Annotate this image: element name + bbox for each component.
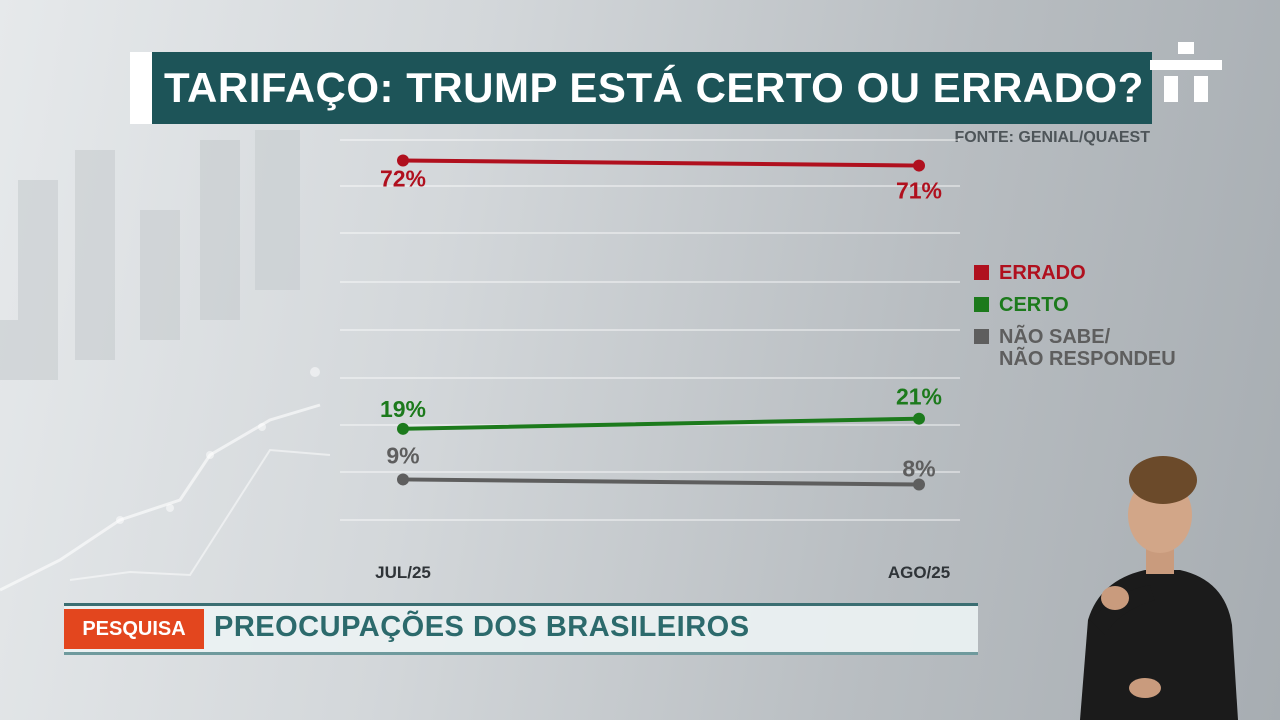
- title-background: [152, 52, 1152, 124]
- series-line-0: [401, 158, 921, 168]
- title-bar: TARIFAÇO: TRUMP ESTÁ CERTO OU ERRADO?: [130, 52, 1152, 124]
- series-line-2: [401, 477, 921, 487]
- lower-third: PESQUISA PREOCUPAÇÕES DOS BRASILEIROS: [64, 599, 978, 659]
- channel-logo-icon: [1150, 42, 1222, 102]
- chart-title: TARIFAÇO: TRUMP ESTÁ CERTO OU ERRADO?: [164, 64, 1144, 111]
- legend-swatch: [974, 329, 989, 344]
- data-label: 72%: [380, 166, 426, 192]
- title-accent: [130, 52, 152, 124]
- data-label: 71%: [896, 178, 942, 204]
- legend-label: ERRADO: [999, 262, 1086, 284]
- x-tick-label: AGO/25: [888, 563, 950, 582]
- legend-label: NÃO SABE/ NÃO RESPONDEU: [999, 326, 1176, 370]
- data-point: [913, 412, 925, 425]
- legend-item: CERTO: [974, 294, 1176, 316]
- data-point: [397, 473, 409, 486]
- legend-item: ERRADO: [974, 262, 1176, 284]
- section-tag: PESQUISA: [64, 609, 204, 649]
- legend-label: CERTO: [999, 294, 1069, 316]
- series-line-1: [401, 416, 921, 431]
- data-label: 9%: [386, 442, 419, 468]
- data-point: [397, 422, 409, 435]
- legend-swatch: [974, 297, 989, 312]
- data-label: 19%: [380, 396, 426, 422]
- source-label: FONTE: GENIAL/QUAEST: [954, 129, 1150, 146]
- legend-swatch: [974, 265, 989, 280]
- chart-legend: ERRADO CERTO NÃO SABE/ NÃO RESPONDEU: [974, 262, 1176, 380]
- data-label: 8%: [902, 456, 935, 482]
- data-point: [913, 478, 925, 491]
- data-label: 21%: [896, 384, 942, 410]
- lower-third-headline: PREOCUPAÇÕES DOS BRASILEIROS: [214, 611, 750, 643]
- data-point: [397, 154, 409, 167]
- lower-third-band: [64, 603, 978, 655]
- x-tick-label: JUL/25: [375, 563, 431, 582]
- legend-item: NÃO SABE/ NÃO RESPONDEU: [974, 326, 1176, 370]
- sign-language-interpreter: [1080, 456, 1238, 720]
- data-point: [913, 159, 925, 172]
